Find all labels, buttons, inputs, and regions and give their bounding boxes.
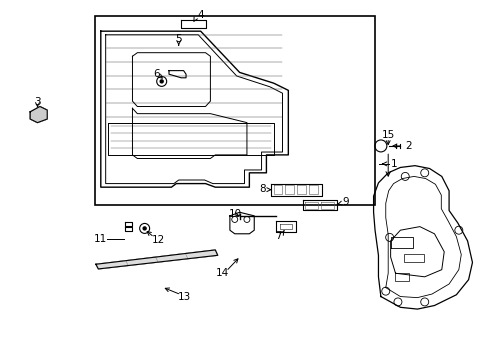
Polygon shape <box>96 250 217 269</box>
Text: 9: 9 <box>341 197 348 207</box>
Bar <box>95 16 374 205</box>
Text: 4: 4 <box>197 10 203 20</box>
Circle shape <box>160 80 163 83</box>
Text: 12: 12 <box>152 235 165 245</box>
Text: 13: 13 <box>178 292 191 302</box>
Text: 1: 1 <box>390 159 396 169</box>
Text: 2: 2 <box>405 141 411 151</box>
Bar <box>404 253 423 262</box>
Bar <box>394 273 408 281</box>
Circle shape <box>143 227 146 230</box>
Text: 6: 6 <box>153 69 160 79</box>
Text: 15: 15 <box>381 130 394 140</box>
Text: 10: 10 <box>229 209 242 219</box>
Text: 11: 11 <box>94 234 107 244</box>
Text: 14: 14 <box>215 268 228 278</box>
Text: 8: 8 <box>258 184 265 194</box>
Text: 3: 3 <box>34 97 41 107</box>
Polygon shape <box>30 107 47 123</box>
Text: 5: 5 <box>175 35 182 44</box>
Text: 7: 7 <box>275 231 282 240</box>
